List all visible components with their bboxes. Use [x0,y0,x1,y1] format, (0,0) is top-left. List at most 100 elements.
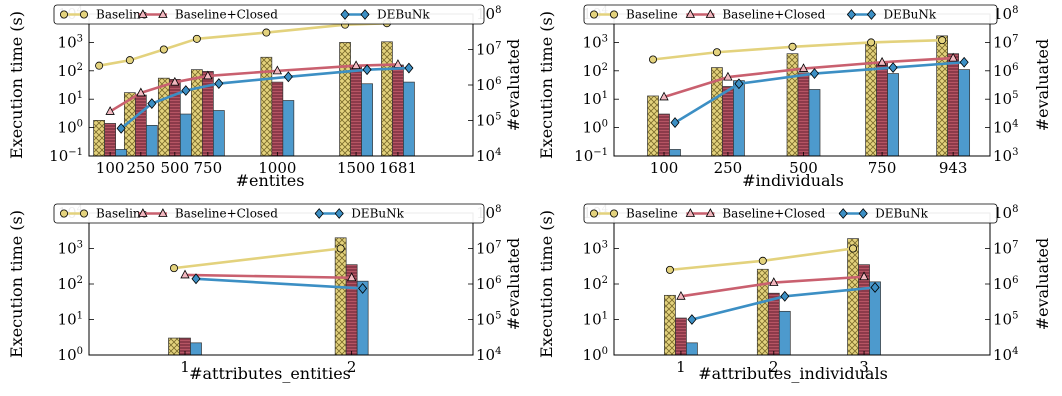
bar-debunk-750 [212,110,225,157]
legend-label: DEBuNk [351,207,404,221]
y2-axis-label: #evaluated [504,39,523,132]
y-tick-label: 101 [58,311,83,329]
circle-marker [788,42,797,51]
bar-baseline-closed-500 [168,78,181,157]
y-tick-label-base: 10 [583,311,602,329]
y2-tick-label-base: 10 [993,204,1012,222]
legend: Baseline Baseline+Closed DEBuNk [583,4,998,25]
y-tick-label: 102 [583,62,608,80]
circle-marker [336,244,345,253]
y-tick-label-base: 10 [58,275,77,293]
y-tick-label-base: 10 [583,62,602,80]
y2-tick-label-exponent: 8 [495,5,501,16]
y2-tick-label-exponent: 6 [1012,62,1018,73]
y-tick-label-exponent: 3 [77,240,83,251]
circle-marker [192,34,201,43]
triangle-marker [203,70,213,80]
y-tick-label-base: 10 [58,311,77,329]
bar-debunk-750 [887,73,899,157]
x-tick-label: 1000 [258,159,296,177]
y2-tick-label-base: 10 [476,311,495,329]
y-tick-label-base: 10 [58,346,77,364]
bar-baseline-2 [334,237,347,356]
y-tick-label-base: 10 [58,240,77,258]
bar-baseline-closed-750 [876,61,888,157]
diamond-marker [314,208,324,219]
circle-marker [125,56,134,65]
y2-tick-label: 107 [993,33,1018,51]
y-tick-label-exponent: 1 [77,90,83,101]
y-tick-label: 101 [58,90,83,108]
y-tick-label-base: 10 [58,33,77,51]
legend-box [53,4,485,25]
bar-baseline-closed-250 [722,86,734,157]
circle-marker [169,264,178,273]
y-tick-label-exponent: 0 [77,119,83,130]
y2-tick-label: 107 [476,41,501,59]
bar-baseline-1500 [339,42,351,157]
x-axis-label: #attributes_individuals [698,364,888,383]
diamond-marker [687,314,697,325]
circle-marker [60,209,69,218]
chart-panel-2: 10−1100101102103104103104105106107108100… [537,4,1052,190]
x-tick-label: 3 [859,358,869,376]
bar-debunk-500 [808,89,821,157]
y2-tick-label: 106 [476,275,501,293]
chart-panel-4: 100101102103104104105106107108123#attrib… [537,203,1052,383]
y-tick-label-base: 10 [583,90,602,108]
bar-baseline-closed-100 [658,113,670,157]
y-tick-label-base: 10 [583,346,602,364]
x-tick-label: 1 [180,358,190,376]
legend-label: Baseline+Closed [722,207,825,221]
y-tick-label-exponent: −1 [593,147,608,158]
y2-tick-label-base: 10 [993,240,1012,258]
bar-baseline-closed-1500 [350,65,362,157]
bar-debunk-1000 [282,100,295,157]
diamond-marker [734,78,744,90]
y2-tick-label: 105 [476,311,501,329]
y2-tick-label: 107 [476,240,501,258]
circle-marker [610,209,619,218]
y-tick-label-exponent: 1 [602,311,608,322]
diamond-marker [191,273,201,285]
circle-marker [262,28,271,37]
diamond-marker [809,68,820,79]
y2-tick-label-base: 10 [993,275,1012,293]
diamond-marker [858,208,868,219]
bar-debunk-1 [686,342,698,356]
y-tick-label: 101 [583,311,608,329]
y-tick-label-exponent: 0 [602,119,608,130]
y2-tick-label: 106 [993,62,1018,80]
y-tick-label: 102 [58,275,83,293]
legend-label: Baseline [96,8,148,22]
legend: Baseline Baseline+Closed DEBuNk [53,203,485,224]
triangle-marker [180,269,190,279]
diamond-marker [870,282,880,293]
bar-debunk-1 [190,342,202,356]
bar-debunk-1500 [361,83,373,157]
bar-baseline-1681 [381,41,393,157]
x-tick-label: 500 [789,159,818,177]
bar-baseline-500 [157,77,170,157]
x-tick-label: 100 [650,159,679,177]
y-tick-label: 10−1 [574,147,608,165]
y2-tick-label-exponent: 8 [1012,204,1018,215]
y2-tick-label-exponent: 6 [495,275,501,286]
series-line-baseline [173,247,341,270]
circle-marker [80,10,89,19]
y2-tick-label-exponent: 4 [495,346,501,357]
y2-tick-label: 106 [993,275,1018,293]
y-tick-label-exponent: 2 [77,275,83,286]
bar-debunk-100 [115,149,127,157]
diamond-marker [838,208,848,219]
x-tick-label: 2 [347,358,357,376]
y2-axis-label: #evaluated [1033,238,1052,331]
x-tick-label: 1 [676,358,686,376]
triangle-marker [798,63,809,72]
triangle-marker [158,9,168,18]
triangle-marker [877,56,887,66]
y2-tick-label: 106 [476,76,501,94]
triangle-marker [676,290,686,300]
bar-debunk-250 [733,80,745,157]
bar-baseline-closed-1000 [271,81,284,157]
